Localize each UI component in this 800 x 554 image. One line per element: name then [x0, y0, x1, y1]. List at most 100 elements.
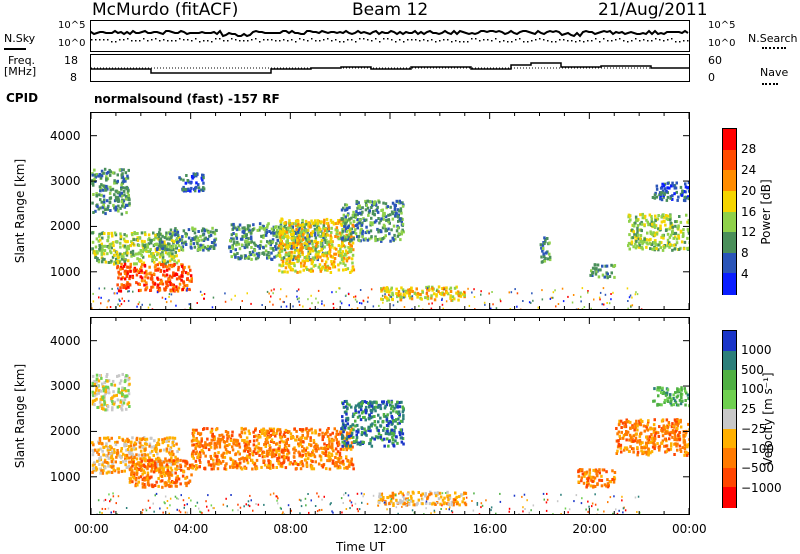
power-echo-cell [117, 195, 120, 199]
power-echo-cell [192, 237, 195, 241]
power-echo-cell [129, 265, 132, 269]
velocity-echo-cell [310, 464, 314, 468]
velocity-echo-cell [192, 443, 196, 447]
power-echo-cell [185, 284, 189, 287]
velocity-echo-cell [384, 432, 388, 436]
power-echo-cell [108, 173, 112, 177]
velocity-echo-cell [159, 479, 163, 483]
velocity-echo-cell [244, 446, 247, 450]
nsearch-legend-line [762, 47, 786, 49]
velocity-echo-cell [430, 492, 433, 496]
power-echo-cell [307, 256, 310, 260]
power-echo-cell [595, 270, 598, 274]
power-echo-cell [380, 209, 383, 212]
power-echo-cell [664, 190, 668, 194]
power-echo-cell [299, 244, 302, 248]
velocity-echo-cell [192, 435, 195, 439]
power-echo-cell [123, 300, 126, 303]
velocity-echo-cell [176, 450, 179, 454]
power-echo-cell [385, 296, 388, 300]
velocity-echo-cell [350, 405, 353, 409]
nsearch-point [311, 38, 313, 40]
nsearch-point [379, 41, 381, 43]
velocity-echo-cell [117, 390, 120, 394]
power-echo-cell [144, 248, 148, 251]
power-echo-cell [296, 290, 298, 293]
power-echo-cell [243, 235, 247, 239]
power-echo-cell [403, 296, 405, 299]
power-echo-cell [514, 288, 516, 291]
velocity-echo-cell [415, 503, 418, 507]
power-echo-cell [612, 264, 615, 268]
velocity-echo-cell [212, 458, 215, 462]
power-echo-cell [311, 260, 314, 264]
velocity-echo-cell [158, 468, 161, 472]
nsearch-point [495, 38, 497, 40]
power-echo-cell [350, 216, 353, 220]
power-echo-cell [145, 286, 149, 290]
velocity-echo-cell [282, 440, 285, 444]
velocity-echo-cell [253, 462, 256, 466]
velocity-echo-cell [386, 428, 389, 431]
power-echo-cell [178, 238, 182, 242]
power-echo-cell [411, 290, 414, 293]
velocity-echo-cell [401, 432, 405, 436]
power-echo-cell [119, 237, 122, 241]
power-echo-cell [310, 262, 314, 266]
power-echo-cell [645, 238, 648, 242]
power-echo-cell [121, 276, 125, 280]
power-echo-cell [126, 204, 129, 207]
power-echo-cell [301, 250, 304, 254]
power-echo-cell [202, 233, 205, 237]
power-echo-cell [542, 252, 545, 256]
power-echo-cell [370, 216, 373, 220]
power-echo-cell [603, 275, 606, 279]
power-echo-cell [399, 295, 402, 299]
power-echo-cell [283, 243, 287, 247]
power-echo-cell [543, 259, 547, 263]
power-echo-cell [265, 253, 269, 257]
power-echo-cell [131, 252, 135, 256]
power-echo-cell [550, 296, 553, 299]
power-echo-cell [184, 189, 188, 193]
velocity-echo-cell [364, 405, 368, 409]
power-echo-cell [163, 289, 166, 292]
power-ytick-label: 2000 [50, 219, 81, 234]
power-echo-cell [156, 285, 159, 289]
power-echo-cell [165, 286, 168, 289]
power-echo-cell [326, 242, 329, 246]
power-echo-cell [668, 241, 671, 245]
velocity-echo-cell [394, 439, 397, 443]
power-echo-cell [297, 259, 300, 263]
power-echo-cell [371, 209, 375, 213]
velocity-echo-cell [168, 436, 172, 440]
power-echo-cell [346, 251, 350, 255]
velocity-echo-cell [104, 385, 108, 389]
power-echo-cell [483, 301, 486, 304]
power-echo-cell [354, 232, 358, 236]
power-echo-cell [668, 218, 672, 222]
power-echo-cell [301, 226, 304, 230]
power-echo-cell [175, 288, 178, 292]
power-echo-cell [159, 269, 163, 272]
power-echo-cell [430, 296, 433, 300]
power-echo-cell [591, 274, 594, 277]
power-echo-cell [174, 290, 176, 292]
nsearch-point [419, 40, 421, 42]
power-echo-cell [168, 237, 171, 241]
power-echo-cell [344, 203, 347, 207]
velocity-echo-cell [246, 454, 249, 458]
velocity-echo-cell [156, 441, 160, 445]
velocity-echo-cell [146, 476, 149, 480]
power-echo-cell [177, 268, 180, 272]
power-echo-cell [686, 220, 689, 224]
velocity-echo-cell [127, 389, 130, 393]
power-echo-cell [385, 218, 388, 222]
power-echo-cell [249, 231, 253, 235]
power-echo-cell [399, 298, 403, 302]
velocity-echo-cell [369, 416, 373, 420]
power-echo-cell [144, 243, 147, 247]
power-echo-cell [405, 291, 409, 295]
power-echo-cell [259, 244, 262, 247]
velocity-echo-cell [206, 437, 209, 441]
